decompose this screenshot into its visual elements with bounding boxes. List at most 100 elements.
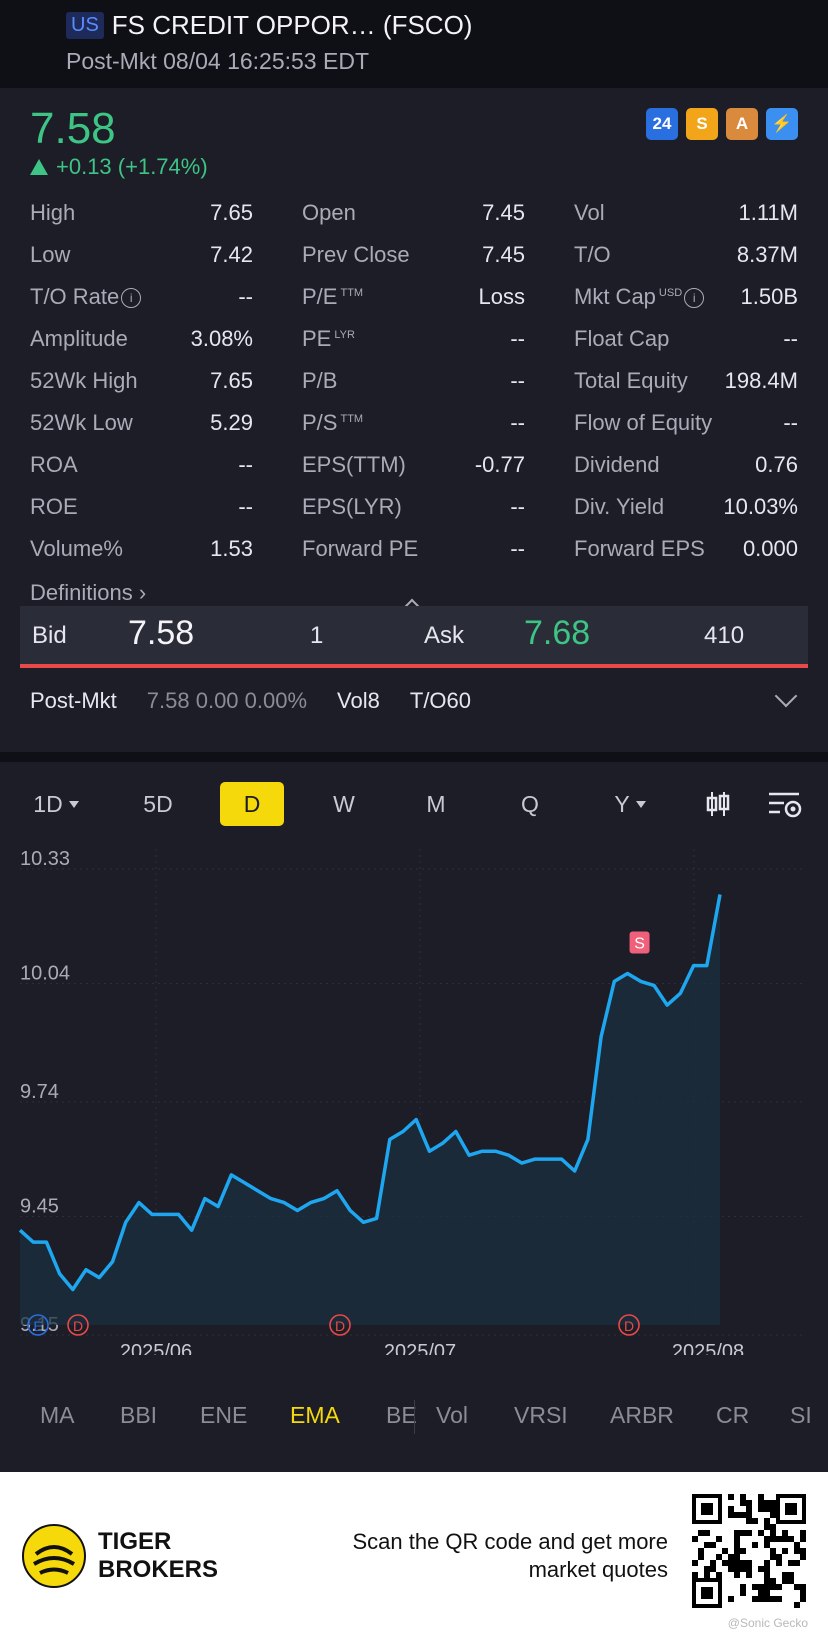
- stat-cell: Amplitude 3.08%: [30, 326, 253, 352]
- dropdown-icon: [68, 800, 79, 808]
- stat-label: Mkt Cap USD i: [574, 284, 705, 310]
- stat-value: 1.53: [210, 536, 253, 561]
- qr-module: [704, 1530, 710, 1536]
- lightning-icon[interactable]: ⚡: [766, 108, 798, 140]
- indicator-tab-ene[interactable]: ENE: [200, 1402, 248, 1428]
- brand-line-2: BROKERS: [98, 1556, 219, 1583]
- indicator-tab-ema[interactable]: EMA: [290, 1402, 340, 1428]
- stat-label: Forward EPS: [574, 536, 705, 562]
- stat-cell: High 7.65: [30, 200, 253, 226]
- qr-module: [764, 1524, 770, 1530]
- qr-module: [728, 1494, 734, 1500]
- stat-cell: 52Wk Low 5.29: [30, 410, 253, 436]
- tiger-stripes: [32, 1545, 76, 1575]
- info-icon[interactable]: i: [121, 288, 142, 309]
- stat-label: P/S TTM: [302, 410, 363, 436]
- indicator-tab-vol[interactable]: Vol: [436, 1402, 468, 1428]
- stat-value: 3.08%: [190, 326, 253, 351]
- tab-weekly[interactable]: W: [333, 790, 355, 817]
- stat-cell: Mkt Cap USD i 1.50B: [574, 284, 798, 310]
- definitions-link[interactable]: Definitions ›: [30, 580, 146, 606]
- chart-settings-icon[interactable]: [762, 782, 806, 826]
- candlestick-icon[interactable]: [696, 782, 740, 826]
- tab-yearly[interactable]: Y: [604, 782, 656, 826]
- qr-module: [800, 1536, 806, 1542]
- qr-module: [758, 1494, 764, 1500]
- stat-cell: 52Wk High 7.65: [30, 368, 253, 394]
- stat-label: PE LYR: [302, 326, 355, 352]
- stat-label: 52Wk High: [30, 368, 138, 394]
- stat-label: Float Cap: [574, 326, 669, 352]
- price-chart[interactable]: 10.3310.049.749.459.152025/062025/072025…: [0, 835, 828, 1355]
- stat-value: --: [238, 452, 253, 477]
- indicator-tab-si[interactable]: SI: [790, 1402, 812, 1428]
- qr-module: [794, 1584, 800, 1590]
- dividend-marker: [618, 1314, 640, 1336]
- stock-title[interactable]: FS CREDIT OPPOR… (FSCO): [111, 10, 473, 40]
- stat-cell: Forward EPS 0.000: [574, 536, 798, 562]
- stat-label: P/E TTM: [302, 284, 363, 310]
- qr-module: [734, 1566, 740, 1572]
- tab-monthly[interactable]: M: [426, 790, 446, 817]
- tab-daily[interactable]: D: [220, 782, 284, 826]
- stat-value: --: [510, 536, 525, 561]
- qr-module: [764, 1518, 770, 1524]
- qr-module: [704, 1566, 710, 1572]
- info-icon[interactable]: i: [684, 288, 705, 309]
- qr-module: [770, 1584, 776, 1590]
- indicator-tab-vrsi[interactable]: VRSI: [514, 1402, 568, 1428]
- qr-module: [764, 1578, 770, 1584]
- stat-cell: Low 7.42: [30, 242, 253, 268]
- qr-module: [734, 1542, 740, 1548]
- brand-line-1: TIGER: [98, 1528, 172, 1555]
- indicator-tab-arbr[interactable]: ARBR: [610, 1402, 674, 1428]
- qr-code-icon[interactable]: [692, 1494, 806, 1608]
- indicator-tab-be[interactable]: BE: [386, 1402, 417, 1428]
- stat-cell: Open 7.45: [302, 200, 525, 226]
- stack-icon[interactable]: A: [726, 108, 758, 140]
- qr-module: [800, 1530, 806, 1536]
- overnight-24h-icon[interactable]: 24: [646, 108, 678, 140]
- qr-module: [701, 1503, 713, 1515]
- stat-label-text: Total Equity: [574, 368, 688, 393]
- top-bar: US FS CREDIT OPPOR… (FSCO) Post-Mkt 08/0…: [0, 0, 828, 88]
- stat-cell: T/O Rate i --: [30, 284, 253, 310]
- quote-panel: 7.58 +0.13 (+1.74%) 24 S A ⚡ High 7.65 Ope…: [0, 88, 828, 752]
- qr-module: [770, 1506, 776, 1512]
- stat-value: --: [510, 368, 525, 393]
- qr-module: [788, 1578, 794, 1584]
- post-market-row[interactable]: Post-Mkt 7.58 0.00 0.00% Vol8 T/O60: [30, 688, 471, 714]
- qr-module: [734, 1572, 740, 1578]
- stat-cell: Flow of Equity --: [574, 410, 798, 436]
- indicator-tab-bbi[interactable]: BBI: [120, 1402, 158, 1428]
- post-market-vol: Vol8: [337, 688, 380, 713]
- indicator-tab-ma[interactable]: MA: [40, 1402, 75, 1428]
- qr-module: [770, 1512, 776, 1518]
- qr-module: [692, 1536, 698, 1542]
- qr-module: [782, 1572, 788, 1578]
- tab-1d[interactable]: 1D: [30, 782, 82, 826]
- qr-module: [764, 1572, 770, 1578]
- dollar-icon[interactable]: S: [686, 108, 718, 140]
- stat-label-superscript: USD: [658, 286, 683, 299]
- qr-module: [776, 1596, 782, 1602]
- qr-module: [752, 1518, 758, 1524]
- post-market-turnover: T/O60: [409, 688, 472, 713]
- tab-quarterly[interactable]: Q: [521, 790, 539, 817]
- qr-module: [710, 1542, 716, 1548]
- qr-module: [734, 1530, 740, 1536]
- qr-module: [734, 1554, 740, 1560]
- stat-cell: P/S TTM --: [302, 410, 525, 436]
- expand-chevron-icon[interactable]: [774, 684, 798, 708]
- stat-label-text: Vol: [574, 200, 605, 225]
- indicator-tab-cr[interactable]: CR: [716, 1402, 750, 1428]
- ask-price: 7.68: [524, 614, 591, 652]
- stat-label: EPS(TTM): [302, 452, 406, 478]
- stat-label-text: Low: [30, 242, 71, 267]
- chart-settings-svg: [769, 792, 802, 818]
- tab-5d[interactable]: 5D: [143, 790, 173, 817]
- stat-label: T/O Rate i: [30, 284, 142, 310]
- stat-label: Volume%: [30, 536, 123, 562]
- y-tick-label: 10.33: [20, 848, 70, 870]
- qr-module: [698, 1548, 704, 1554]
